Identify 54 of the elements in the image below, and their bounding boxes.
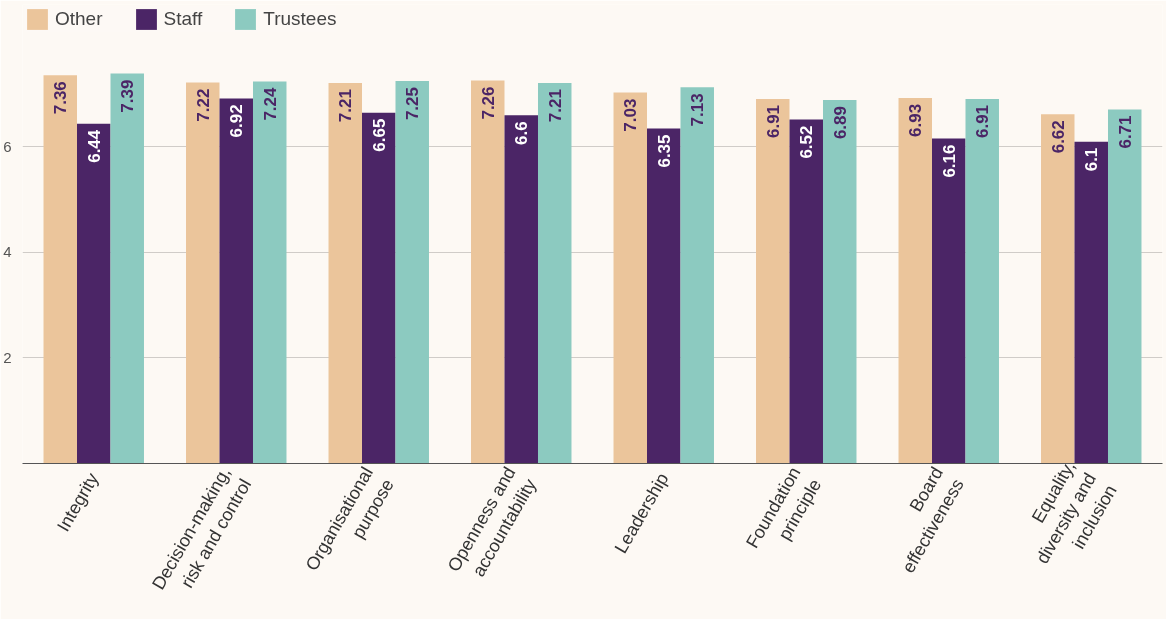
bar (219, 98, 253, 464)
bar (471, 80, 505, 464)
data-label: 6.65 (369, 118, 389, 152)
bar (1107, 109, 1142, 464)
bar (362, 112, 396, 464)
data-label: 7.26 (478, 86, 498, 120)
legend-label: Other (55, 8, 103, 30)
y-tick-label: 2 (3, 348, 12, 366)
data-label: 6.91 (973, 104, 993, 139)
bar (110, 73, 144, 464)
data-label: 6.1 (1082, 147, 1102, 172)
bar (1041, 114, 1075, 464)
bar (965, 98, 999, 464)
data-label: 6.91 (763, 104, 783, 139)
data-label: 6.44 (84, 129, 104, 163)
data-label: 6.35 (654, 134, 674, 168)
data-label: 7.39 (118, 79, 138, 113)
legend-label: Staff (163, 8, 203, 30)
bar (822, 99, 857, 464)
y-tick-label: 4 (3, 243, 12, 261)
bar (789, 119, 823, 464)
data-label: 6.62 (1048, 120, 1068, 154)
bar (932, 138, 966, 464)
data-label: 6.89 (830, 105, 850, 140)
bar (1074, 141, 1108, 464)
bar (504, 115, 538, 464)
data-label: 7.21 (336, 89, 356, 123)
bar (537, 83, 572, 464)
bar (898, 97, 933, 464)
bar (43, 75, 78, 464)
bar (186, 82, 220, 464)
data-label: 6.71 (1115, 115, 1135, 149)
bar (756, 98, 790, 464)
data-label: 7.24 (260, 86, 280, 121)
y-tick-label: 6 (3, 137, 12, 155)
legend-label: Trustees (263, 8, 337, 30)
bar (77, 123, 111, 464)
data-label: 6.6 (512, 121, 532, 145)
data-label: 7.21 (545, 89, 565, 123)
bar (395, 81, 429, 464)
data-label: 7.22 (193, 88, 213, 122)
data-label: 7.03 (621, 98, 641, 132)
bar (680, 87, 714, 464)
data-label: 7.13 (688, 93, 708, 127)
data-label: 6.92 (227, 104, 247, 138)
data-label: 7.25 (403, 86, 423, 121)
data-label: 6.16 (939, 144, 959, 178)
bar (328, 83, 363, 464)
data-label: 6.52 (797, 125, 817, 159)
data-label: 6.93 (906, 103, 926, 137)
bar (647, 128, 681, 464)
bar (613, 92, 648, 464)
bar (252, 81, 287, 464)
data-label: 7.36 (51, 81, 71, 115)
